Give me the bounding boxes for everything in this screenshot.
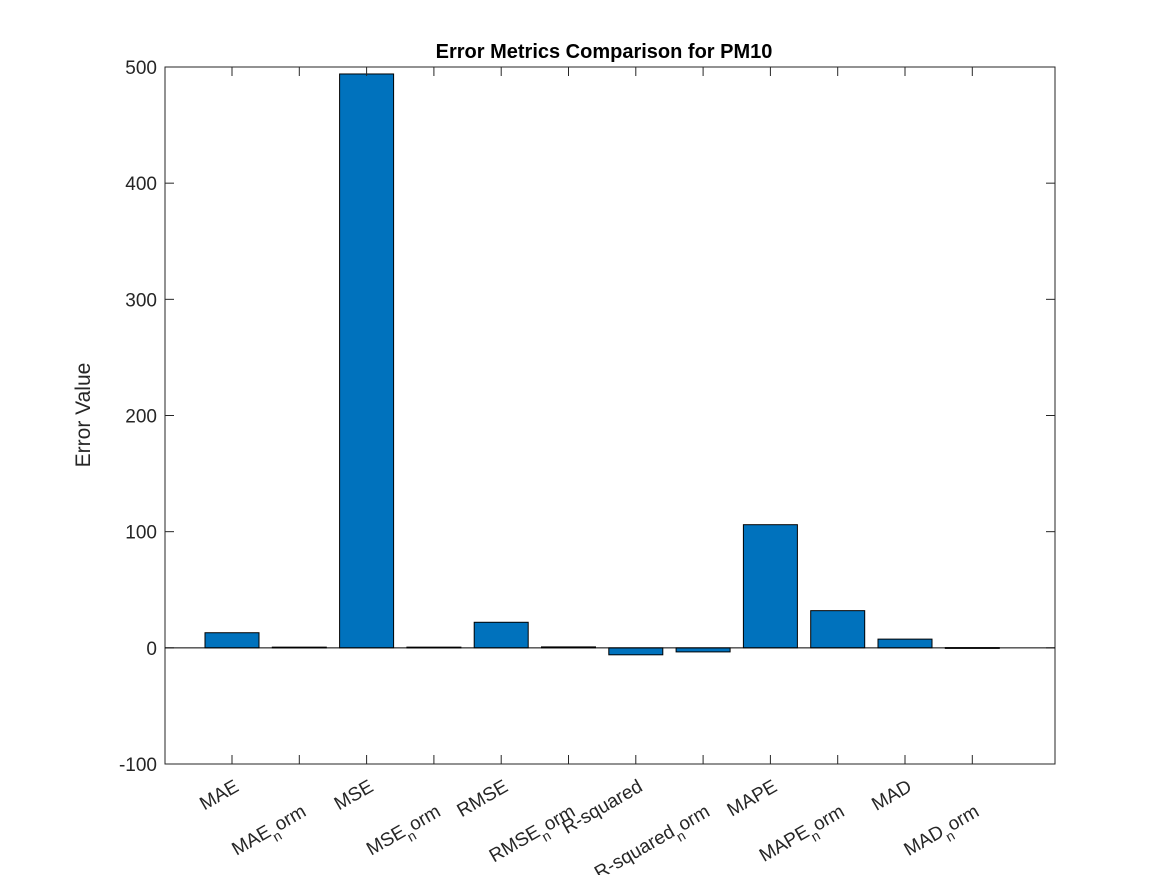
- y-axis-label: Error Value: [72, 363, 95, 468]
- bar: [675, 647, 731, 653]
- chart-title: Error Metrics Comparison for PM10: [436, 41, 773, 63]
- bar: [810, 610, 866, 649]
- y-tick-label: 500: [125, 58, 157, 79]
- x-tick-label: RMSE: [454, 776, 512, 822]
- y-tick-label: 100: [125, 523, 157, 544]
- y-tick-label: 200: [125, 407, 157, 428]
- bar: [877, 638, 933, 649]
- bar: [473, 621, 529, 649]
- bar: [608, 647, 664, 656]
- y-tick-label: 300: [125, 290, 157, 311]
- bar: [742, 524, 798, 649]
- x-tick-label: MSE: [331, 776, 377, 815]
- x-tick-label: MAD: [868, 776, 915, 815]
- bar: [204, 632, 260, 649]
- y-tick-label: -100: [119, 755, 157, 776]
- x-tick-label: MAE: [196, 776, 242, 815]
- y-tick-label: 400: [125, 174, 157, 195]
- x-tick-label: MAPE: [724, 776, 781, 821]
- bar: [339, 73, 395, 649]
- x-tick-label: MAEnorm: [229, 801, 313, 865]
- x-tick-label: MSEnorm: [363, 801, 447, 865]
- x-tick-label: MAPEnorm: [756, 801, 851, 872]
- axes-frame: [164, 66, 1056, 765]
- x-tick-label: MADnorm: [901, 801, 986, 866]
- y-tick-label: 0: [146, 639, 157, 660]
